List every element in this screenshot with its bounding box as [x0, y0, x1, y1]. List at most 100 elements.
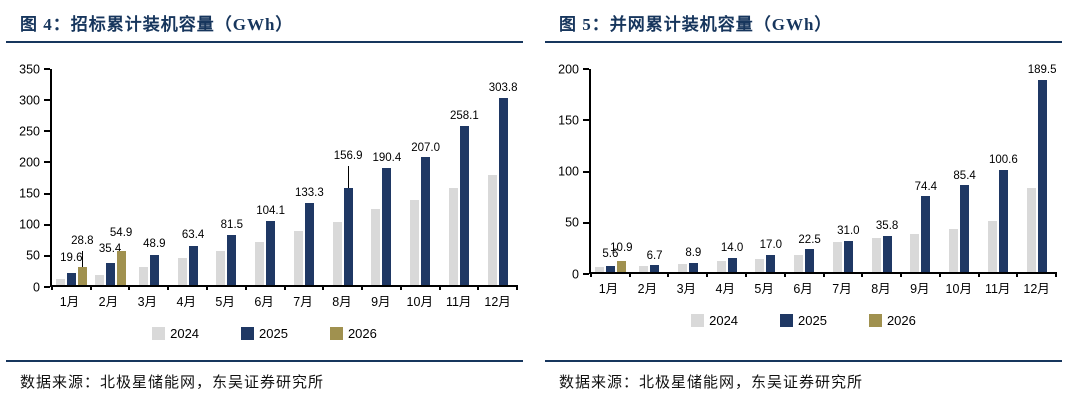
- legend-swatch-2025: [780, 314, 794, 327]
- bar-2025-2月: 6.7: [647, 250, 663, 272]
- bar-2025-5月: 81.5: [221, 220, 243, 285]
- month-group-3月: 48.9: [129, 69, 168, 285]
- x-tick-label: 6月: [254, 295, 274, 309]
- x-tick-mark: [205, 285, 208, 290]
- x-tick-label: 10月: [406, 295, 433, 309]
- month-group-5月: 81.5: [207, 69, 246, 285]
- x-tick-label: 12月: [1023, 282, 1050, 296]
- x-tick-label: 2月: [98, 295, 119, 309]
- x-tick-label: 9月: [371, 295, 391, 309]
- x-tick-mark: [590, 272, 592, 277]
- label-leader-line: [82, 251, 84, 268]
- x-tick-mark: [628, 272, 631, 277]
- bar-value-label: 74.4: [914, 180, 938, 193]
- bar-2024-2月: [94, 275, 104, 285]
- month-group-9月: 74.4: [901, 69, 940, 272]
- y-axis: 0 50 100 150 200 250 300 350: [6, 63, 50, 293]
- bar-2024-1月: [594, 266, 604, 272]
- y-tick-label: 300: [19, 92, 40, 107]
- y-axis: 0 50 100 150 200: [545, 63, 589, 280]
- x-tick-mark: [477, 285, 480, 290]
- bar-2025-11月: 258.1: [450, 111, 479, 285]
- bar-value-label: 100.6: [988, 154, 1018, 167]
- bar-2024-8月: [332, 222, 342, 285]
- bar-2025-3月: 48.9: [143, 239, 166, 285]
- bar-value-label: 189.5: [1027, 64, 1057, 77]
- bar-value-label: 35.4: [98, 242, 122, 255]
- bar-2025-8月: 35.8: [876, 221, 898, 272]
- x-tick-mark: [822, 272, 825, 277]
- x-tick-label: 9月: [910, 282, 930, 296]
- bar-2024-11月: [448, 188, 458, 285]
- bar-2025-1月: 19.6: [60, 253, 83, 285]
- bar-2024-5月: [216, 251, 226, 285]
- bar-2024-3月: [138, 266, 148, 285]
- bar-2025-6月: 104.1: [256, 206, 285, 285]
- x-tick-label: 8月: [332, 295, 352, 309]
- bar-2025-9月: 190.4: [372, 152, 401, 285]
- month-group-10月: 207.0: [401, 69, 440, 285]
- bar-2025-10月: 207.0: [411, 142, 440, 285]
- bar-2024-8月: [871, 237, 881, 272]
- data-source: 数据来源：北极星储能网，东吴证券研究所: [20, 375, 325, 391]
- month-group-3月: 8.9: [668, 69, 707, 272]
- bar-2024-9月: [910, 234, 920, 272]
- bar-2024-7月: [293, 230, 303, 285]
- bar-2024-4月: [177, 257, 187, 285]
- bar-2024-5月: [755, 259, 765, 272]
- bar-value-label: 85.4: [953, 169, 976, 182]
- title-divider: [545, 41, 1062, 43]
- y-tick-label: 350: [19, 61, 40, 76]
- legend-item-2026: 2026: [329, 326, 377, 341]
- bar-2025-5月: 17.0: [760, 240, 782, 272]
- bar-2024-6月: [794, 255, 804, 272]
- y-tick-mark: [44, 254, 50, 257]
- bar-2025-3月: 8.9: [685, 248, 701, 272]
- bar-2025-8月: 156.9: [334, 150, 363, 285]
- bar-value-label: 8.9: [685, 247, 702, 260]
- x-tick-label: 4月: [715, 282, 735, 296]
- bar-2026-2月: 54.9: [110, 227, 132, 285]
- bar-value-label: 14.0: [720, 242, 744, 255]
- month-group-2月: 35.4 54.9: [91, 69, 132, 285]
- label-leader-line: [348, 166, 350, 189]
- legend-item-2024: 2024: [691, 313, 738, 328]
- bar-2024-12月: [1026, 187, 1036, 272]
- month-group-6月: 104.1: [246, 69, 285, 285]
- x-tick-mark: [899, 272, 902, 277]
- x-tick-mark: [167, 285, 170, 290]
- x-tick-mark: [1016, 272, 1019, 277]
- bar-2025-9月: 74.4: [915, 181, 937, 272]
- legend-label: 2024: [170, 326, 200, 341]
- legend-label: 2025: [798, 313, 827, 328]
- bar-value-label: 63.4: [181, 229, 205, 242]
- bar-2024-11月: [987, 221, 997, 272]
- x-tick-mark: [667, 272, 670, 277]
- x-tick-label: 11月: [984, 282, 1011, 296]
- y-tick-label: 100: [19, 217, 40, 232]
- legend: 2024 2025 2026: [6, 326, 523, 341]
- panel-grid-connected-chart: 图 5：并网累计装机容量（GWh） 0 50 100 150 200 5.6 10.9 6.…: [539, 0, 1078, 402]
- x-tick-label: 5月: [754, 282, 774, 296]
- chart-area: 0 50 100 150 200 5.6 10.9 6.7 8.9 14.0 17.0 22.5 31…: [545, 63, 1062, 280]
- bar-value-label: 22.5: [798, 233, 821, 246]
- plot-area: 19.6 28.8 35.4 54.9 48.9 63.4 81.5 104.1 133.3 15…: [50, 69, 518, 290]
- bar-value-label: 303.8: [488, 82, 518, 95]
- month-group-5月: 17.0: [746, 69, 785, 272]
- bar-2024-9月: [371, 209, 381, 285]
- bar-2025-10月: 85.4: [953, 170, 976, 272]
- y-tick-mark: [44, 161, 50, 164]
- y-tick-mark: [583, 273, 589, 275]
- y-tick-mark: [583, 119, 589, 122]
- x-tick-label: 10月: [945, 282, 972, 296]
- bar-value-label: 156.9: [333, 149, 363, 162]
- x-tick-mark: [438, 285, 441, 290]
- legend-swatch-2025: [241, 327, 255, 340]
- month-group-12月: 189.5: [1017, 65, 1057, 272]
- bar-value-label: 19.6: [60, 252, 83, 265]
- footer-divider: [6, 360, 523, 362]
- bar-value-label: 17.0: [759, 239, 783, 252]
- month-group-8月: 156.9: [323, 69, 363, 285]
- bar-2025-12月: 303.8: [489, 83, 518, 285]
- x-tick-mark: [1055, 272, 1057, 277]
